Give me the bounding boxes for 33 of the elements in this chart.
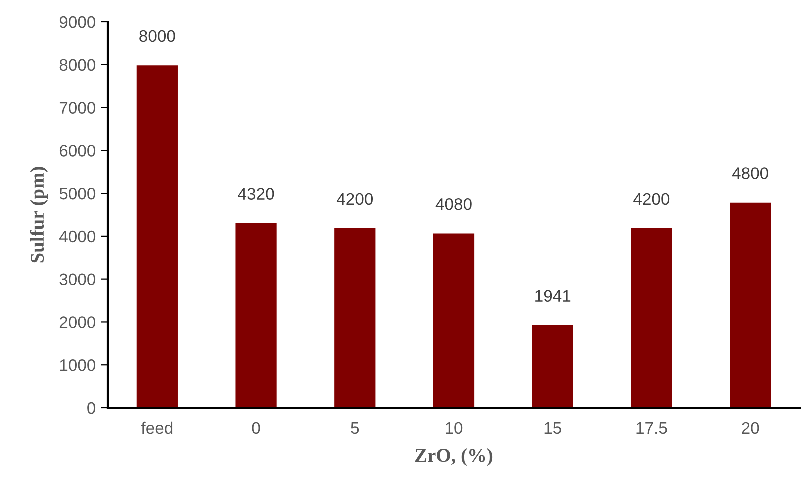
y-axis-title: Sulfur (pm) <box>30 167 48 263</box>
x-tick-label: 15 <box>544 422 562 434</box>
y-tick-label: 9000 <box>60 16 96 28</box>
y-tick-label: 1000 <box>60 360 96 372</box>
x-axis-title: ZrO, (%) <box>416 448 493 466</box>
x-tick-label: 17.5 <box>636 422 668 434</box>
data-label: 4200 <box>336 193 374 206</box>
data-label: 8000 <box>140 30 176 42</box>
x-tick-label: 20 <box>742 422 760 434</box>
x-tick-label: feed <box>141 422 173 434</box>
y-tick-label: 4000 <box>60 230 96 243</box>
y-tick-label: 0 <box>88 402 96 414</box>
bar <box>333 227 378 408</box>
x-tick-label: 5 <box>351 422 360 434</box>
y-tick-label: 3000 <box>60 274 96 286</box>
y-tick-label: 6000 <box>60 145 96 157</box>
data-label: 4320 <box>238 188 274 200</box>
data-label: 1941 <box>536 290 571 302</box>
y-tick-label: 7000 <box>60 102 96 114</box>
data-label: 4200 <box>634 193 670 206</box>
bar <box>432 232 476 408</box>
x-tick-label: 10 <box>446 422 463 434</box>
y-tick-label: 5000 <box>60 188 96 200</box>
bar <box>630 227 674 408</box>
x-tick-label: 0 <box>252 422 260 434</box>
data-label: 4800 <box>732 168 768 180</box>
y-tick-label: 2000 <box>60 316 96 328</box>
y-tick-label: 8000 <box>60 59 96 72</box>
data-label: 4080 <box>436 198 472 210</box>
bar <box>728 201 773 408</box>
bar <box>135 64 180 408</box>
bar <box>234 222 278 408</box>
bar <box>530 324 575 408</box>
